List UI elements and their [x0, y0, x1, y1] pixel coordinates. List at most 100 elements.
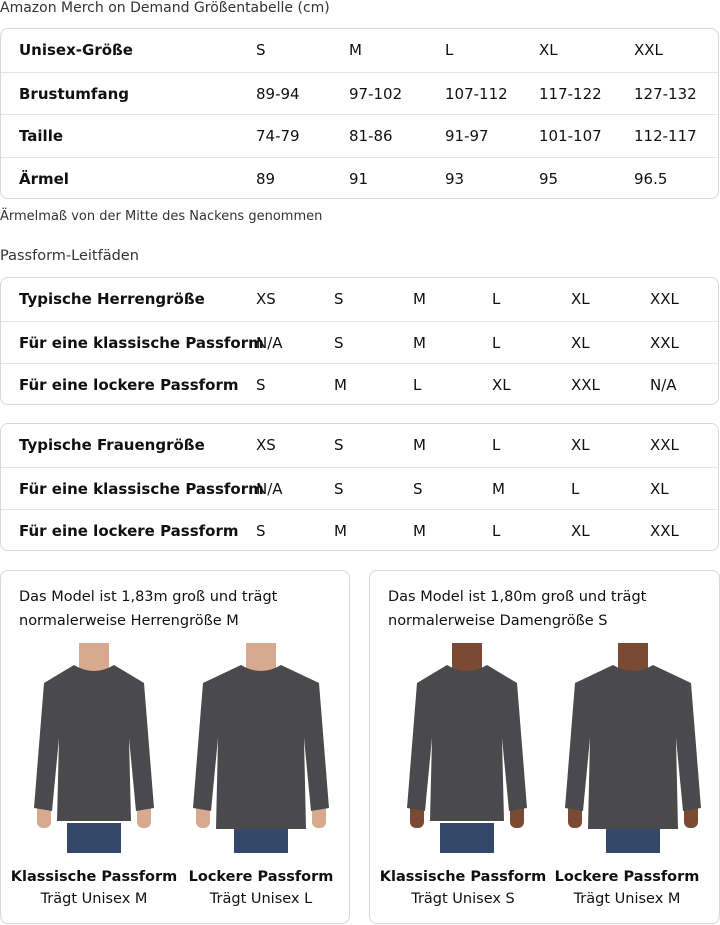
neck — [246, 643, 276, 673]
table-cell: XL — [571, 290, 590, 308]
fit-wears: Trägt Unisex M — [573, 891, 681, 907]
neck — [79, 643, 109, 673]
fit-wears: Trägt Unisex S — [411, 891, 515, 907]
row-label: Für eine lockere Passform — [19, 376, 239, 394]
table-cell: L — [492, 290, 501, 308]
men-model-card: Das Model ist 1,83m groß und trägt norma… — [0, 570, 350, 924]
table-cell: L — [413, 376, 422, 394]
table-row: Taille 74-79 81-86 91-97 101-107 112-117 — [1, 114, 718, 157]
table-cell: S — [334, 436, 344, 454]
table-cell: L — [492, 436, 501, 454]
table-cell: 101-107 — [539, 127, 602, 145]
table-row: Für eine lockere Passform S M L XL XXL N/A — [1, 363, 718, 404]
table-cell: N/A — [650, 376, 677, 394]
table-cell: 117-122 — [539, 84, 602, 103]
table-cell: 97-102 — [349, 84, 403, 103]
table-cell: S — [256, 376, 266, 394]
women-classic-fit-photo — [407, 643, 527, 853]
table-cell: 127-132 — [634, 84, 697, 103]
table-cell: 89-94 — [256, 84, 300, 103]
table-cell: 91 — [349, 169, 369, 188]
table-cell: S — [334, 479, 344, 498]
row-label: Taille — [19, 127, 64, 145]
model-intro: Das Model ist 1,83m groß und trägt norma… — [19, 589, 278, 629]
table-cell: L — [492, 522, 501, 540]
table-cell: N/A — [256, 333, 283, 352]
table-cell: 89 — [256, 169, 276, 188]
men-fit-table: Typische Herrengröße XS S M L XL XXL Für eine k… — [0, 277, 719, 405]
table-cell: XL — [650, 479, 669, 498]
men-classic-fit-photo — [34, 643, 154, 853]
table-cell: 91-97 — [445, 127, 489, 145]
table-cell: M — [413, 522, 426, 540]
women-fit-table: Typische Frauengröße XS S M L XL XXL Für eine k… — [0, 423, 719, 551]
table-cell: XS — [256, 290, 276, 308]
table-cell: 96.5 — [634, 169, 668, 188]
table-cell: 81-86 — [349, 127, 393, 145]
table-row: Typische Herrengröße XS S M L XL XXL — [1, 278, 718, 321]
table-cell: XL — [571, 436, 590, 454]
table-cell: M — [413, 436, 426, 454]
sweatshirt — [407, 665, 527, 821]
row-label: Unisex-Größe — [19, 41, 133, 59]
table-cell: M — [334, 522, 347, 540]
table-cell: XL — [539, 41, 558, 59]
fit-name: Klassische Passform — [379, 869, 547, 885]
neck — [452, 643, 482, 673]
unisex-size-table: Unisex-Größe S M L XL XXL Brustumfang 89-94 97-1… — [0, 28, 719, 199]
table-cell: M — [413, 290, 426, 308]
row-label: Für eine klassische Passform — [19, 479, 264, 498]
table-cell: XXL — [650, 436, 679, 454]
jeans — [440, 823, 494, 853]
neck — [618, 643, 648, 673]
table-row: Unisex-Größe S M L XL XXL — [1, 29, 718, 72]
row-label: Für eine lockere Passform — [19, 522, 239, 540]
row-label: Für eine klassische Passform — [19, 333, 264, 352]
table-cell: 93 — [445, 169, 465, 188]
sweatshirt — [565, 665, 701, 829]
table-cell: S — [334, 290, 344, 308]
fit-label: Klassische Passform Trägt Unisex S — [378, 866, 548, 910]
table-row: Für eine klassische Passform N/A S M L XL XXL — [1, 320, 718, 364]
fit-name: Klassische Passform — [10, 869, 178, 885]
jeans — [67, 823, 121, 853]
table-cell: 95 — [539, 169, 559, 188]
sweatshirt — [34, 665, 154, 821]
sweatshirt — [193, 665, 329, 829]
fit-label: Lockere Passform Trägt Unisex L — [176, 866, 346, 910]
fit-label: Klassische Passform Trägt Unisex M — [9, 866, 179, 910]
table-cell: XL — [492, 376, 511, 394]
table-cell: S — [413, 479, 423, 498]
model-intro: Das Model ist 1,80m groß und trägt norma… — [388, 589, 647, 629]
table-cell: N/A — [256, 479, 283, 498]
fit-name: Lockere Passform — [188, 869, 334, 885]
table-cell: XXL — [650, 333, 679, 352]
table-cell: XXL — [650, 290, 679, 308]
table-cell: M — [334, 376, 347, 394]
table-cell: XL — [571, 522, 590, 540]
table-cell: L — [492, 333, 501, 352]
fit-label: Lockere Passform Trägt Unisex M — [542, 866, 712, 910]
table-cell: 74-79 — [256, 127, 300, 145]
men-relaxed-fit-photo — [193, 643, 329, 853]
table-row: Ärmel 89 91 93 95 96.5 — [1, 156, 718, 199]
sleeve-note: Ärmelmaß von der Mitte des Nackens genom… — [0, 209, 323, 224]
table-cell: S — [256, 522, 266, 540]
fit-name: Lockere Passform — [554, 869, 700, 885]
size-chart-title: Amazon Merch on Demand Größentabelle (cm… — [0, 0, 330, 16]
fit-wears: Trägt Unisex M — [40, 891, 148, 907]
table-cell: XXL — [571, 376, 600, 394]
row-label: Brustumfang — [19, 84, 129, 103]
fit-guide-title: Passform-Leitfäden — [0, 248, 139, 264]
table-cell: XS — [256, 436, 276, 454]
table-cell: XXL — [650, 522, 679, 540]
row-label: Typische Herrengröße — [19, 290, 205, 308]
table-cell: 112-117 — [634, 127, 697, 145]
table-cell: S — [334, 333, 344, 352]
table-cell: M — [349, 41, 362, 59]
table-cell: L — [445, 41, 454, 59]
table-cell: L — [571, 479, 580, 498]
table-cell: XXL — [634, 41, 663, 59]
table-cell: M — [413, 333, 426, 352]
table-row: Für eine klassische Passform N/A S S M L XL — [1, 466, 718, 510]
